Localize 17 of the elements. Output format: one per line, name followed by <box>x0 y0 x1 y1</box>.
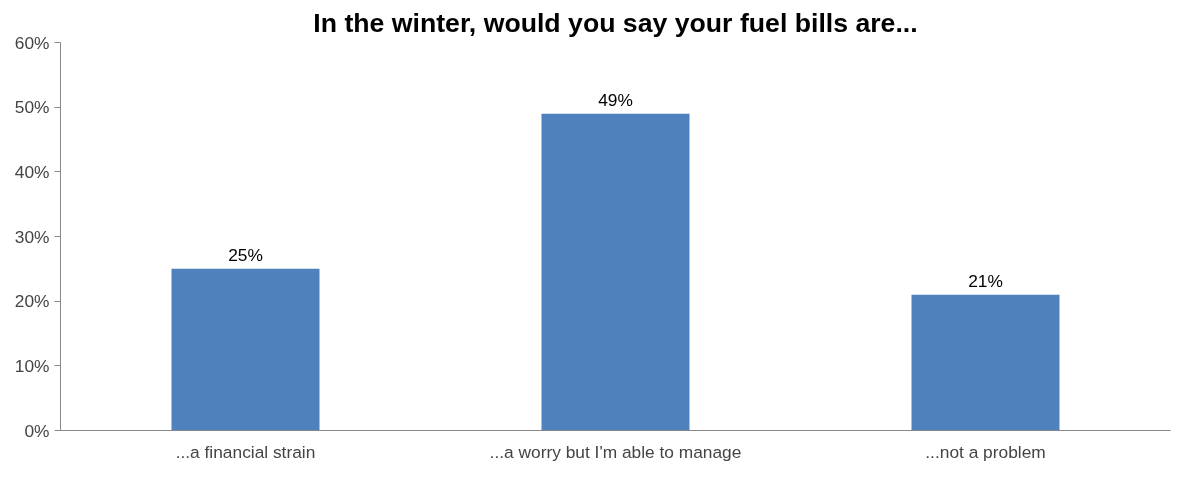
bar <box>171 268 320 431</box>
data-label: 21% <box>968 270 1003 291</box>
x-tick-label: ...a worry but I'm able to manage <box>489 441 742 462</box>
data-label: 25% <box>228 244 263 265</box>
bar <box>541 113 690 431</box>
y-tick-label: 60% <box>14 32 50 53</box>
chart-title: In the winter, would you say your fuel bills are... <box>313 7 918 38</box>
y-tick-label: 10% <box>14 355 50 376</box>
x-tick-label: ...not a problem <box>925 441 1046 462</box>
y-tick-label: 40% <box>14 161 50 182</box>
y-tick-label: 0% <box>24 420 50 441</box>
y-tick-label: 30% <box>14 226 50 247</box>
bar <box>911 294 1060 431</box>
x-tick-label: ...a financial strain <box>175 441 316 462</box>
y-tick-label: 20% <box>14 291 50 312</box>
y-tick-label: 50% <box>14 97 50 118</box>
data-label: 49% <box>598 89 633 110</box>
